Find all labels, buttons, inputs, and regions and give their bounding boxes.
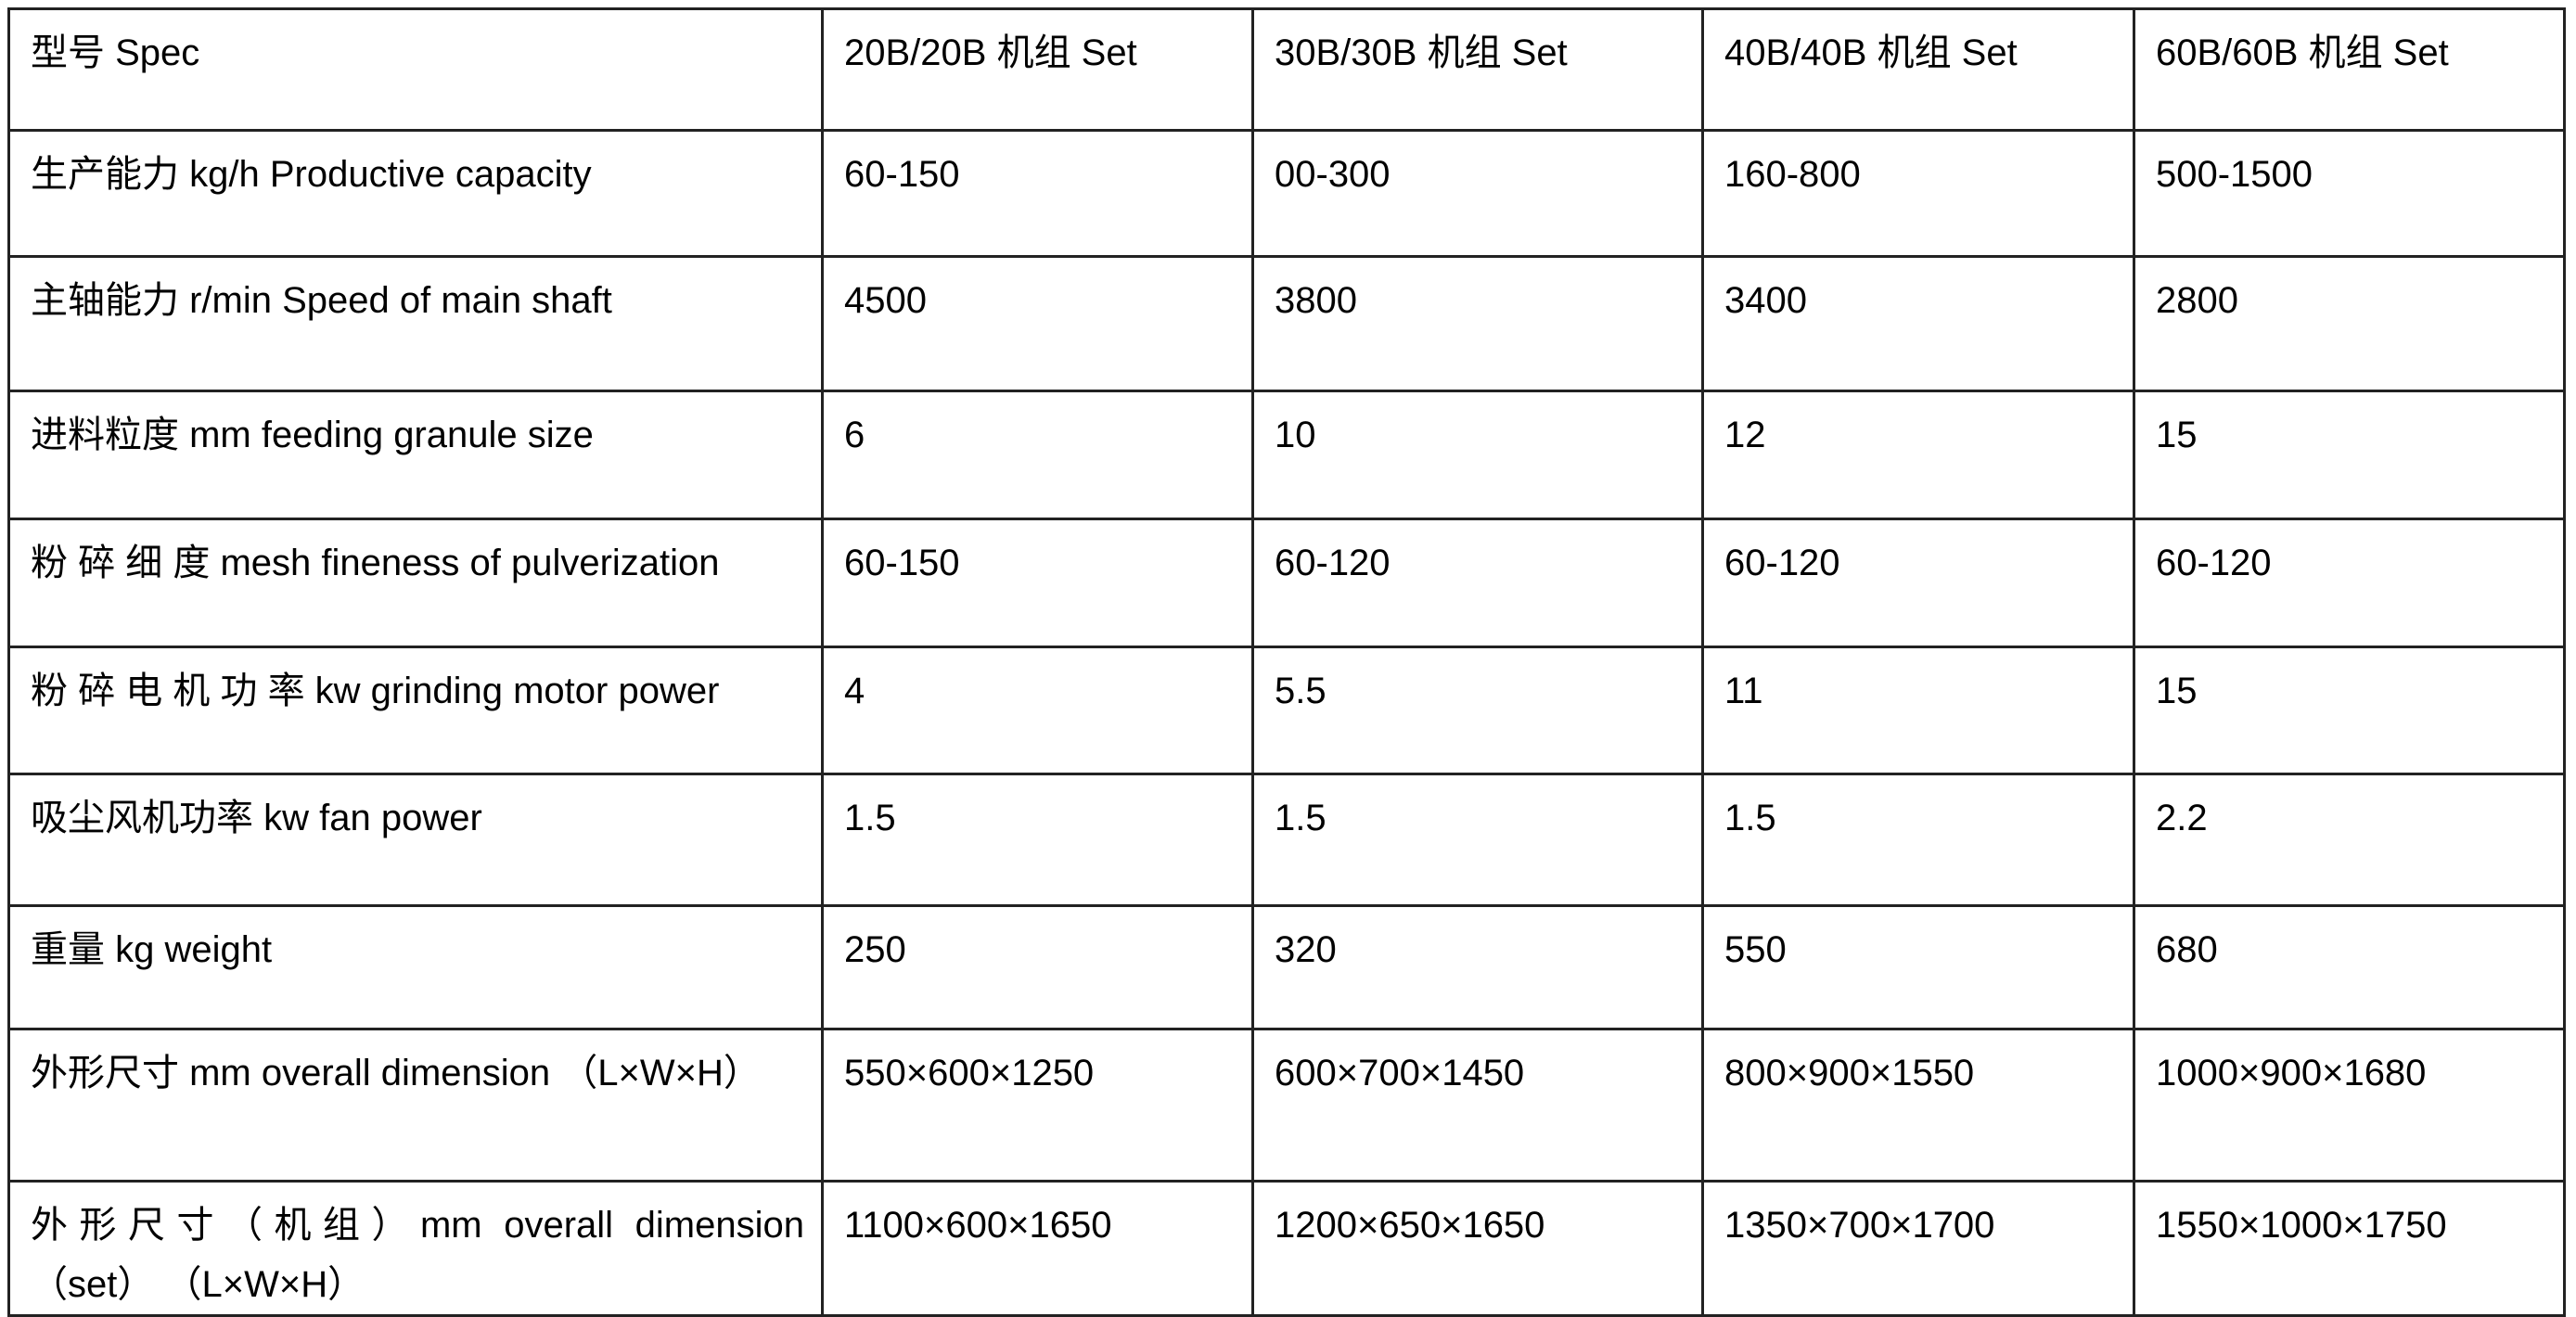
- value-cell: 10: [1251, 390, 1704, 520]
- value-cell: 1550×1000×1750: [2133, 1180, 2566, 1317]
- value-cell: 1000×900×1680: [2133, 1028, 2566, 1183]
- table-row: 吸尘风机功率 kw fan power 1.5 1.5 1.5 2.2: [7, 773, 2566, 907]
- table-row: 粉 碎 电 机 功 率 kw grinding motor power 4 5.5 1…: [7, 646, 2566, 775]
- value-cell: 600×700×1450: [1251, 1028, 1704, 1183]
- value-cell: 12: [1701, 390, 2135, 520]
- value-cell: 250: [821, 904, 1254, 1030]
- value-cell: 4: [821, 646, 1254, 775]
- row-label-cell: 进料粒度 mm feeding granule size: [7, 390, 824, 520]
- header-cell-20b: 20B/20B 机组 Set: [821, 7, 1254, 132]
- row-label-cell: 吸尘风机功率 kw fan power: [7, 773, 824, 907]
- value-cell: 3400: [1701, 255, 2135, 392]
- value-cell: 60-120: [2133, 518, 2566, 648]
- header-cell-40b: 40B/40B 机组 Set: [1701, 7, 2135, 132]
- value-cell: 1.5: [1701, 773, 2135, 907]
- table-row: 生产能力 kg/h Productive capacity 60-150 00-30…: [7, 129, 2566, 258]
- value-cell: 60-120: [1251, 518, 1704, 648]
- row-label-cell: 外形尺寸 mm overall dimension （L×W×H）: [7, 1028, 824, 1183]
- header-cell-60b: 60B/60B 机组 Set: [2133, 7, 2566, 132]
- value-cell: 60-150: [821, 129, 1254, 258]
- spec-table: 型号 Spec 20B/20B 机组 Set 30B/30B 机组 Set 40…: [7, 7, 2566, 1317]
- value-cell: 1100×600×1650: [821, 1180, 1254, 1317]
- header-row: 型号 Spec 20B/20B 机组 Set 30B/30B 机组 Set 40…: [7, 7, 2566, 132]
- value-cell: 2800: [2133, 255, 2566, 392]
- row-label-cell: 外形尺寸（机组）mm overall dimension （set） （L×W×…: [7, 1180, 824, 1317]
- value-cell: 550: [1701, 904, 2135, 1030]
- value-cell: 800×900×1550: [1701, 1028, 2135, 1183]
- table-row: 主轴能力 r/min Speed of main shaft 4500 3800 34…: [7, 255, 2566, 392]
- value-cell: 00-300: [1251, 129, 1704, 258]
- value-cell: 60-120: [1701, 518, 2135, 648]
- value-cell: 4500: [821, 255, 1254, 392]
- header-cell-30b: 30B/30B 机组 Set: [1251, 7, 1704, 132]
- value-cell: 550×600×1250: [821, 1028, 1254, 1183]
- value-cell: 3800: [1251, 255, 1704, 392]
- value-cell: 6: [821, 390, 1254, 520]
- table-row: 外形尺寸 mm overall dimension （L×W×H） 550×600…: [7, 1028, 2566, 1183]
- row-label-cell: 生产能力 kg/h Productive capacity: [7, 129, 824, 258]
- table-row: 外形尺寸（机组）mm overall dimension （set） （L×W×…: [7, 1180, 2566, 1317]
- value-cell: 60-150: [821, 518, 1254, 648]
- value-cell: 1.5: [821, 773, 1254, 907]
- row-label-cell: 重量 kg weight: [7, 904, 824, 1030]
- row-label-cell: 主轴能力 r/min Speed of main shaft: [7, 255, 824, 392]
- value-cell: 15: [2133, 390, 2566, 520]
- value-cell: 1.5: [1251, 773, 1704, 907]
- value-cell: 320: [1251, 904, 1704, 1030]
- value-cell: 11: [1701, 646, 2135, 775]
- value-cell: 680: [2133, 904, 2566, 1030]
- table-row: 重量 kg weight 250 320 550 680: [7, 904, 2566, 1030]
- row-label-cell: 粉 碎 细 度 mesh fineness of pulverization: [7, 518, 824, 648]
- table-row: 进料粒度 mm feeding granule size 6 10 12 15: [7, 390, 2566, 520]
- value-cell: 160-800: [1701, 129, 2135, 258]
- value-cell: 1200×650×1650: [1251, 1180, 1704, 1317]
- value-cell: 2.2: [2133, 773, 2566, 907]
- value-cell: 5.5: [1251, 646, 1704, 775]
- table-row: 粉 碎 细 度 mesh fineness of pulverization 60…: [7, 518, 2566, 648]
- value-cell: 1350×700×1700: [1701, 1180, 2135, 1317]
- value-cell: 500-1500: [2133, 129, 2566, 258]
- value-cell: 15: [2133, 646, 2566, 775]
- row-label-cell: 粉 碎 电 机 功 率 kw grinding motor power: [7, 646, 824, 775]
- header-cell-spec: 型号 Spec: [7, 7, 824, 132]
